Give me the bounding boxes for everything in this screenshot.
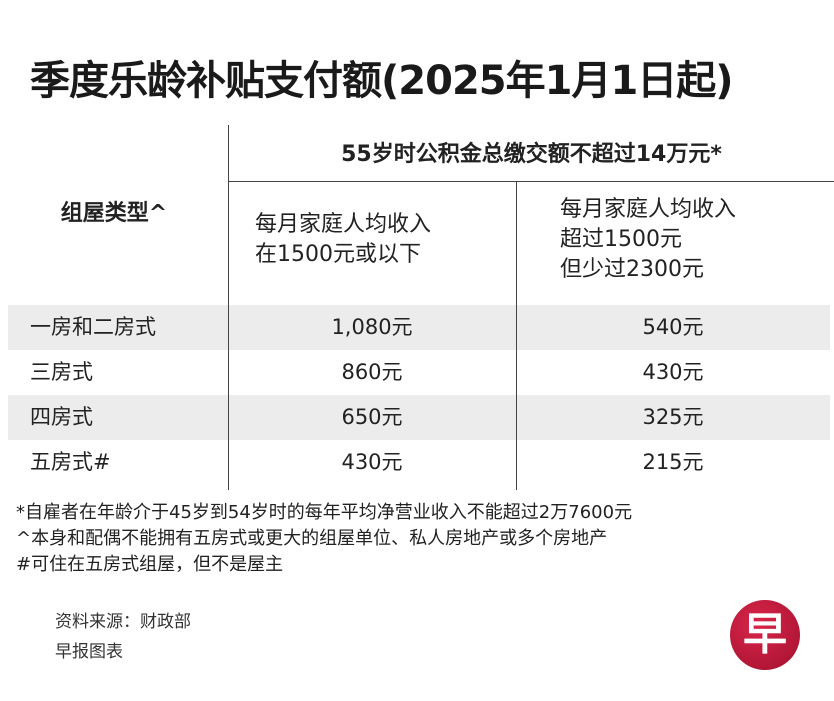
amount: 1,080元 [331, 315, 413, 339]
flat-type: 一房和二房式 [30, 315, 156, 339]
flat-type: 五房式# [30, 450, 111, 474]
divider [516, 305, 517, 490]
page-title: 季度乐龄补贴支付额(2025年1月1日起) [30, 58, 734, 104]
table-row: 五房式# 430元 215元 [8, 440, 830, 485]
header-flat-type: 组屋类型^ [60, 201, 168, 226]
amount: 540元 [642, 315, 704, 339]
divider [228, 305, 229, 490]
table-row: 三房式 860元 430元 [8, 350, 830, 395]
footnote: ^本身和配偶不能拥有五房式或更大的组屋单位、私人房地产或多个房地产 [16, 528, 608, 549]
footnote: *自雇者在年龄介于45岁到54岁时的每年平均净营业收入不能超过2万7600元 [16, 502, 633, 523]
divider [228, 181, 834, 182]
flat-type: 三房式 [30, 360, 93, 384]
table-row: 四房式 650元 325元 [8, 395, 830, 440]
credit: 早报图表 [55, 642, 123, 662]
amount: 860元 [341, 360, 403, 384]
header-line: 但少过2300元 [560, 257, 704, 282]
amount: 430元 [642, 360, 704, 384]
amount: 325元 [642, 405, 704, 429]
zaobao-logo: 早 [730, 600, 800, 670]
source: 资料来源：财政部 [55, 612, 191, 632]
header-income-low: 每月家庭人均收入 在1500元或以下 [255, 210, 431, 270]
header-line: 每月家庭人均收入 [560, 197, 737, 222]
header-line: 每月家庭人均收入 [255, 212, 432, 237]
table-row: 一房和二房式 1,080元 540元 [8, 305, 830, 350]
flat-type: 四房式 [30, 405, 93, 429]
amount: 430元 [341, 450, 403, 474]
header-line: 在1500元或以下 [255, 242, 421, 267]
header-line: 超过1500元 [560, 227, 682, 252]
amount: 215元 [642, 450, 704, 474]
header-cpf-condition: 55岁时公积金总缴交额不超过14万元* [341, 142, 722, 167]
amount: 650元 [341, 405, 403, 429]
footnote: #可住在五房式组屋，但不是屋主 [16, 554, 284, 575]
header-income-mid: 每月家庭人均收入 超过1500元 但少过2300元 [560, 195, 736, 285]
